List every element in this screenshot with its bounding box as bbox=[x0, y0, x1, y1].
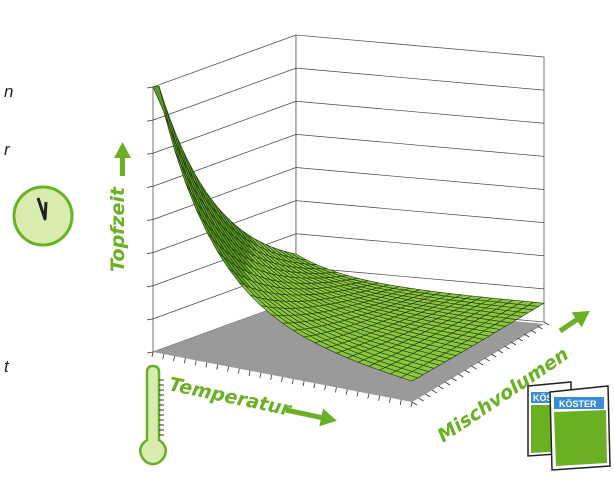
x-tick bbox=[378, 395, 381, 401]
x-tick bbox=[259, 372, 262, 378]
z-tick bbox=[146, 152, 154, 155]
chart-walls bbox=[152, 34, 545, 353]
x-tick bbox=[313, 383, 316, 389]
wall-gridline bbox=[152, 134, 545, 187]
z-tick bbox=[146, 86, 154, 89]
y-tick bbox=[490, 353, 497, 358]
x-tick bbox=[291, 379, 294, 385]
z-axis-label: Topfzeit bbox=[107, 186, 129, 272]
z-tick bbox=[146, 219, 154, 221]
y-tick bbox=[438, 385, 444, 390]
x-tick bbox=[389, 397, 391, 403]
y-tick bbox=[418, 397, 424, 402]
x-tick bbox=[367, 393, 370, 399]
arrow-diagonal-icon bbox=[558, 310, 590, 334]
x-tick bbox=[281, 376, 283, 383]
product-buckets-icon: KÖSTER KÖSTER bbox=[527, 381, 611, 471]
y-tick bbox=[411, 401, 418, 406]
y-tick bbox=[477, 361, 484, 366]
x-tick bbox=[270, 374, 273, 380]
y-tick bbox=[464, 369, 471, 374]
left-text-fragment-1: n bbox=[4, 82, 13, 101]
y-tick bbox=[431, 389, 438, 394]
y-tick bbox=[471, 365, 477, 370]
y-tick bbox=[537, 325, 543, 330]
x-tick bbox=[410, 401, 413, 408]
bucket-front-brand: KÖSTER bbox=[559, 399, 597, 409]
x-tick bbox=[335, 387, 337, 393]
x-tick bbox=[205, 362, 208, 368]
y-tick bbox=[444, 381, 451, 386]
z-tick bbox=[146, 185, 154, 188]
y-tick bbox=[517, 337, 523, 342]
y-tick bbox=[510, 341, 517, 346]
left-text-fragment-3: t bbox=[4, 357, 10, 376]
left-text-fragment-2: r bbox=[4, 140, 11, 159]
clock-icon bbox=[12, 185, 74, 247]
x-tick bbox=[248, 370, 251, 376]
z-tick bbox=[146, 285, 154, 288]
x-tick bbox=[345, 389, 348, 395]
x-tick bbox=[324, 385, 327, 391]
surface-mesh bbox=[152, 85, 545, 382]
wall-gridline bbox=[152, 67, 545, 121]
surface-cell bbox=[400, 374, 419, 382]
x-tick bbox=[216, 364, 219, 370]
thermometer-scale bbox=[159, 379, 164, 436]
z-tick bbox=[146, 119, 154, 122]
y-tick bbox=[504, 345, 510, 350]
wall-gridline bbox=[152, 200, 545, 253]
bucket-front: KÖSTER bbox=[549, 385, 611, 471]
y-tick bbox=[497, 349, 504, 354]
x-tick bbox=[151, 351, 154, 358]
x-tick bbox=[183, 358, 186, 364]
x-tick bbox=[173, 356, 175, 362]
y-tick bbox=[484, 357, 490, 362]
z-tick bbox=[146, 252, 154, 255]
x-tick bbox=[237, 368, 240, 374]
wall-gridline bbox=[152, 233, 545, 287]
z-axis-label-group: Topfzeit bbox=[107, 142, 131, 272]
y-tick bbox=[451, 377, 457, 382]
x-tick bbox=[399, 399, 402, 405]
x-tick bbox=[227, 366, 229, 372]
z-tick bbox=[146, 318, 154, 321]
y-tick bbox=[457, 373, 464, 378]
x-tick bbox=[194, 360, 197, 366]
y-tick bbox=[530, 329, 537, 334]
x-axis-label: Temperatur bbox=[167, 373, 294, 421]
x-tick bbox=[356, 391, 359, 397]
wall-gridline bbox=[152, 100, 545, 154]
z-tick bbox=[146, 351, 154, 354]
x-tick bbox=[162, 354, 165, 360]
arrow-up-icon bbox=[114, 142, 131, 176]
x-tick bbox=[302, 381, 305, 387]
y-tick bbox=[424, 393, 431, 398]
y-tick bbox=[543, 321, 550, 326]
thermometer-icon bbox=[139, 364, 167, 466]
y-tick bbox=[523, 333, 530, 338]
axis-ticks bbox=[146, 86, 550, 408]
arrow-right-icon bbox=[285, 407, 337, 427]
